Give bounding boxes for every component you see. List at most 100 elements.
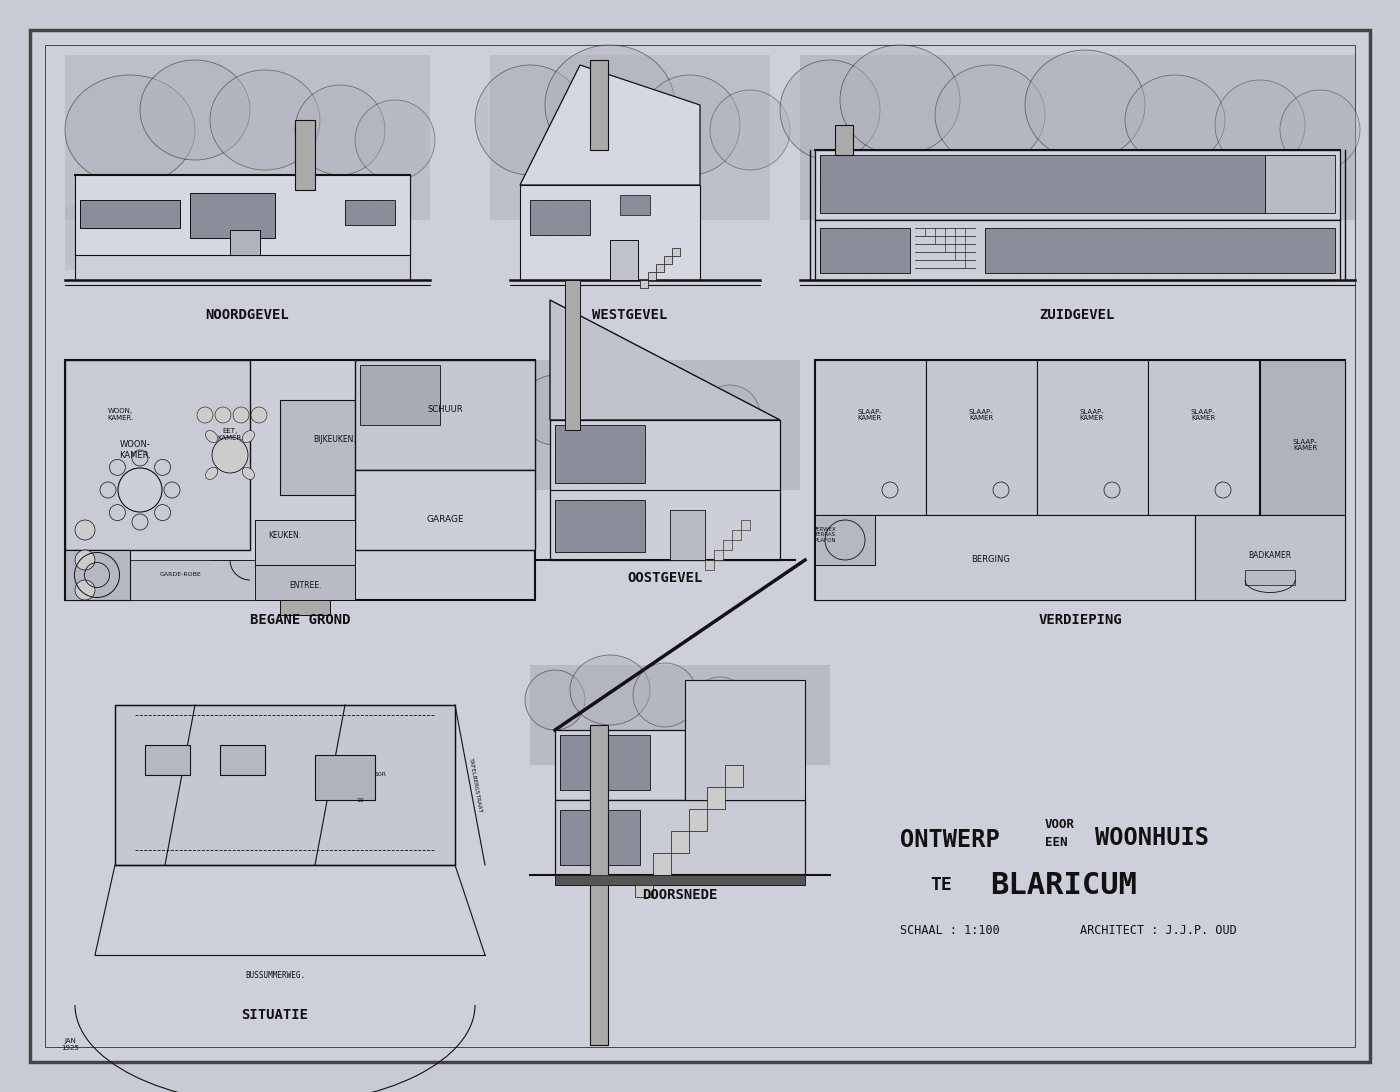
Circle shape <box>132 514 148 530</box>
Text: ZUIDGEVEL: ZUIDGEVEL <box>1039 308 1114 322</box>
Text: SITUATIE: SITUATIE <box>241 1008 308 1022</box>
Ellipse shape <box>692 677 748 733</box>
Bar <box>550 420 780 560</box>
Ellipse shape <box>295 85 385 175</box>
Text: TAFELBERGSTRAAT: TAFELBERGSTRAAT <box>468 757 483 814</box>
Ellipse shape <box>1280 90 1359 170</box>
Text: ENTREE.: ENTREE. <box>288 581 321 590</box>
Text: SLAAP-
KAMER: SLAAP- KAMER <box>969 408 994 422</box>
Circle shape <box>76 550 95 570</box>
Bar <box>706 560 714 570</box>
Circle shape <box>76 580 95 600</box>
Ellipse shape <box>210 70 321 170</box>
Bar <box>1196 515 1345 600</box>
Bar <box>689 809 707 831</box>
Bar <box>295 120 315 190</box>
Ellipse shape <box>780 60 881 161</box>
Text: WOON-
KAMER.: WOON- KAMER. <box>119 440 151 460</box>
Bar <box>315 755 375 800</box>
Bar <box>925 360 1037 515</box>
Text: BERGING: BERGING <box>972 556 1011 565</box>
Bar <box>554 500 645 551</box>
Bar <box>648 272 657 280</box>
Ellipse shape <box>356 100 435 180</box>
Bar <box>531 200 589 235</box>
Bar <box>815 515 1196 600</box>
Bar <box>64 360 535 600</box>
Circle shape <box>251 407 267 423</box>
Circle shape <box>132 450 148 466</box>
Bar <box>115 705 455 865</box>
Bar <box>714 550 722 560</box>
Bar <box>685 680 805 800</box>
Bar <box>531 665 830 765</box>
Text: JAN
1925: JAN 1925 <box>62 1038 78 1052</box>
Bar <box>255 565 356 600</box>
Bar <box>671 831 689 853</box>
Bar <box>146 745 190 775</box>
Bar <box>64 55 430 219</box>
Ellipse shape <box>140 60 251 161</box>
Bar <box>732 530 741 541</box>
Bar <box>725 765 743 787</box>
Bar <box>560 735 650 790</box>
Ellipse shape <box>1025 50 1145 161</box>
Polygon shape <box>550 300 780 420</box>
Ellipse shape <box>633 663 697 727</box>
Bar <box>652 853 671 875</box>
Bar <box>799 55 1355 219</box>
Bar <box>554 729 685 800</box>
Bar <box>280 400 356 495</box>
Ellipse shape <box>570 655 650 725</box>
Ellipse shape <box>575 355 665 435</box>
Text: VOOR: VOOR <box>1044 819 1075 831</box>
Bar <box>664 256 672 264</box>
Ellipse shape <box>710 90 790 170</box>
Bar <box>280 600 330 615</box>
Circle shape <box>197 407 213 423</box>
Ellipse shape <box>206 430 217 442</box>
Ellipse shape <box>645 375 715 446</box>
Bar <box>519 185 700 280</box>
Text: KEUKEN.: KEUKEN. <box>269 531 301 539</box>
Text: OOSTGEVEL: OOSTGEVEL <box>627 571 703 585</box>
Bar <box>490 55 770 219</box>
Bar <box>1148 360 1259 515</box>
Text: SCHAAL : 1:100: SCHAAL : 1:100 <box>900 924 1000 937</box>
Bar <box>566 280 580 430</box>
Text: BLARICUM: BLARICUM <box>990 870 1137 900</box>
Text: ONTWERP: ONTWERP <box>900 828 1000 852</box>
Ellipse shape <box>519 375 589 446</box>
Ellipse shape <box>935 66 1044 165</box>
Bar <box>1266 155 1336 213</box>
Ellipse shape <box>1126 75 1225 165</box>
Bar <box>834 124 853 155</box>
Text: TE: TE <box>930 876 952 894</box>
Text: SLAAP-
KAMER: SLAAP- KAMER <box>1190 408 1215 422</box>
Text: GARAGE: GARAGE <box>426 515 463 524</box>
Ellipse shape <box>840 45 960 155</box>
Bar <box>80 200 181 228</box>
Ellipse shape <box>64 75 195 185</box>
Text: BADKAMER: BADKAMER <box>1249 550 1292 559</box>
Bar <box>671 510 706 560</box>
Bar <box>820 155 1266 213</box>
Text: BUSSUMMERWEG.: BUSSUMMERWEG. <box>245 971 305 980</box>
Text: PERWEX
TERRAS
PLAFON: PERWEX TERRAS PLAFON <box>813 526 836 544</box>
Bar <box>344 200 395 225</box>
Bar <box>672 248 680 256</box>
Bar <box>76 175 410 256</box>
Text: 10R: 10R <box>374 772 386 778</box>
Circle shape <box>211 437 248 473</box>
Ellipse shape <box>475 66 585 175</box>
Circle shape <box>99 482 116 498</box>
Bar <box>820 228 910 273</box>
Bar <box>64 550 130 600</box>
Ellipse shape <box>242 467 255 479</box>
Text: WOON,
KAMER.: WOON, KAMER. <box>106 408 133 422</box>
Bar <box>815 150 1340 219</box>
Bar <box>554 425 645 483</box>
Text: EET,
KAMER.: EET, KAMER. <box>217 428 244 441</box>
Bar <box>589 725 608 1045</box>
Bar <box>815 515 875 565</box>
